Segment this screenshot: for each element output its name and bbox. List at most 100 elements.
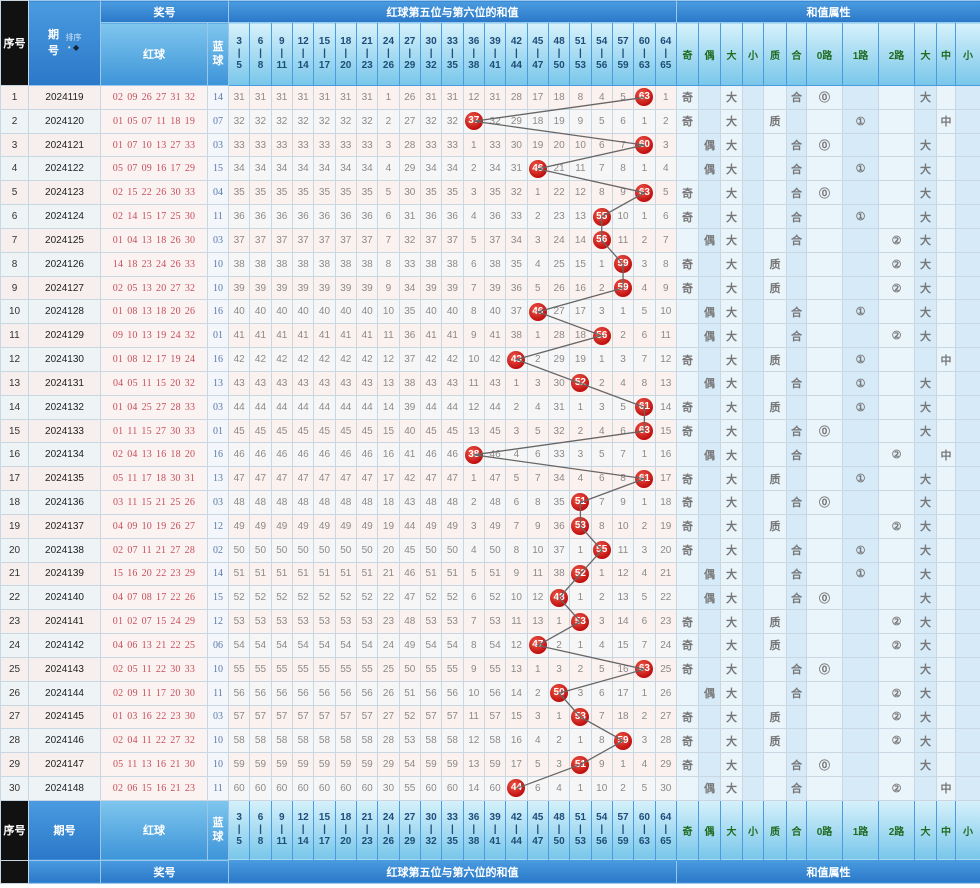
bin-from: 42	[510, 812, 522, 824]
bin-omission-cell: 60	[270, 776, 293, 801]
bin-omission-cell: 34	[291, 156, 315, 182]
red-ball: 33	[184, 258, 196, 270]
red-ball: 26	[184, 496, 196, 508]
attr-cell	[806, 275, 843, 301]
bin-omission-cell: 35	[547, 490, 571, 515]
attr-cell	[842, 609, 879, 635]
attr-cell	[936, 418, 956, 444]
attr-cell	[955, 704, 980, 730]
bin-omission-cell: 55	[483, 656, 507, 682]
hit-sum-marker: 38	[464, 445, 483, 464]
bin-sep: |	[600, 824, 604, 836]
bin-omission-cell: 53	[398, 728, 421, 754]
bin-omission-cell: 6	[526, 442, 549, 468]
bin-omission-cell: 50	[313, 537, 336, 563]
red-ball: 18	[156, 234, 167, 246]
attr-cell	[936, 728, 956, 754]
red-ball: 11	[141, 544, 152, 556]
bin-from: 60	[638, 36, 650, 47]
bin-omission-cell: 31	[313, 85, 336, 110]
bin-omission-cell: 41	[483, 323, 507, 349]
bin-sep: |	[323, 48, 326, 59]
attr-cell: 大	[914, 752, 937, 778]
attr-cell	[742, 251, 764, 277]
red-ball: 27	[170, 735, 181, 747]
hit-sum-marker: 61	[635, 398, 654, 417]
bin-omission-cell: 55	[313, 656, 336, 682]
seq-header[interactable]: 序号	[0, 0, 29, 86]
bin-omission-cell: 46	[483, 442, 507, 468]
attr-cell: 大	[720, 656, 743, 682]
bin-omission-cell: 35	[227, 180, 251, 206]
bin-omission-cell: 31	[249, 85, 272, 110]
attr-cell	[786, 394, 807, 420]
bin-omission-cell: 48	[355, 490, 379, 515]
period-cell: 2024139	[28, 561, 101, 587]
red-balls: 01 05 07 11 18 19	[100, 108, 208, 134]
footer-bin-header: 18 | 20	[334, 799, 357, 861]
bin-omission-cell: 38	[227, 251, 251, 277]
bin-omission-cell: 48	[249, 490, 272, 515]
bin-omission-cell: 32	[398, 227, 421, 253]
red-ball: 29	[184, 568, 196, 580]
bin-omission-cell: 37	[270, 227, 293, 253]
red-ball: 02	[112, 282, 124, 294]
period-cell: 2024136	[28, 490, 101, 515]
attr-cell: ①	[842, 466, 879, 492]
hit-sum-marker: 55	[592, 207, 611, 226]
bin-sep: |	[387, 824, 390, 836]
bin-cell-hit: 44	[505, 776, 528, 801]
attr-cell	[763, 299, 787, 325]
period-cell: 2024137	[28, 513, 101, 539]
bin-omission-cell: 47	[441, 466, 464, 492]
bin-omission-cell: 45	[291, 418, 315, 444]
attr-cell	[914, 442, 937, 468]
bin-omission-cell: 58	[419, 728, 443, 754]
bin-omission-cell: 7	[590, 156, 613, 182]
blue-ball: 10	[207, 275, 229, 301]
attr-cell	[676, 442, 699, 468]
bin-header: 48 | 50	[547, 22, 571, 86]
bin-omission-cell: 40	[441, 299, 464, 325]
attr-cell	[763, 561, 787, 587]
red-ball: 23	[141, 258, 152, 270]
red-ball: 18	[156, 306, 167, 318]
red-ball: 10	[141, 139, 152, 151]
hit-sum-marker: 60	[635, 136, 654, 155]
bin-omission-cell: 4	[526, 394, 549, 420]
bin-header: 64 | 65	[654, 22, 678, 86]
attr-cell	[936, 204, 956, 229]
table-row: 14 2024132 01 04 25 27 28 33 03 44 44 44 44 44 44 44 14 3…	[0, 394, 980, 420]
bin-sep: |	[515, 824, 518, 836]
bin-omission-cell: 11	[462, 370, 485, 396]
bin-omission-cell: 45	[355, 418, 379, 444]
bin-omission-cell: 58	[291, 728, 315, 754]
blue-ball: 12	[207, 609, 229, 635]
red-ball: 22	[155, 735, 167, 747]
attr-cell	[842, 418, 879, 444]
attr-cell: ②	[878, 680, 915, 706]
table-row: 4 2024122 05 07 09 16 17 29 15 34 34 34 34 34 34 34 4 29 3…	[0, 156, 980, 182]
bin-omission-cell: 8	[590, 513, 613, 539]
bin-sep: |	[642, 48, 646, 59]
sort-button[interactable]: 排序 • ◆	[66, 33, 82, 53]
bin-omission-cell: 4	[633, 752, 656, 778]
bin-from: 36	[468, 36, 480, 47]
bin-omission-cell: 36	[355, 204, 379, 229]
bin-omission-cell: 50	[441, 537, 464, 563]
red-ball: 11	[127, 473, 138, 485]
attr-cell: 合	[786, 752, 807, 778]
period-header[interactable]: 期号 排序 • ◆	[28, 0, 101, 86]
bin-omission-cell: 2	[633, 704, 656, 730]
bin-omission-cell: 27	[547, 299, 571, 325]
red-balls: 02 05 13 20 27 32	[100, 275, 208, 301]
bin-sep: |	[408, 824, 412, 836]
bin-from: 36	[468, 812, 480, 824]
bin-omission-cell: 14	[654, 394, 678, 420]
bin-omission-cell: 38	[291, 251, 315, 277]
attr-cell: 大	[720, 418, 743, 444]
red-ball: 07	[141, 616, 152, 628]
bin-omission-cell: 33	[483, 132, 507, 158]
bin-omission-cell: 34	[227, 156, 251, 182]
bin-omission-cell: 38	[334, 251, 357, 277]
